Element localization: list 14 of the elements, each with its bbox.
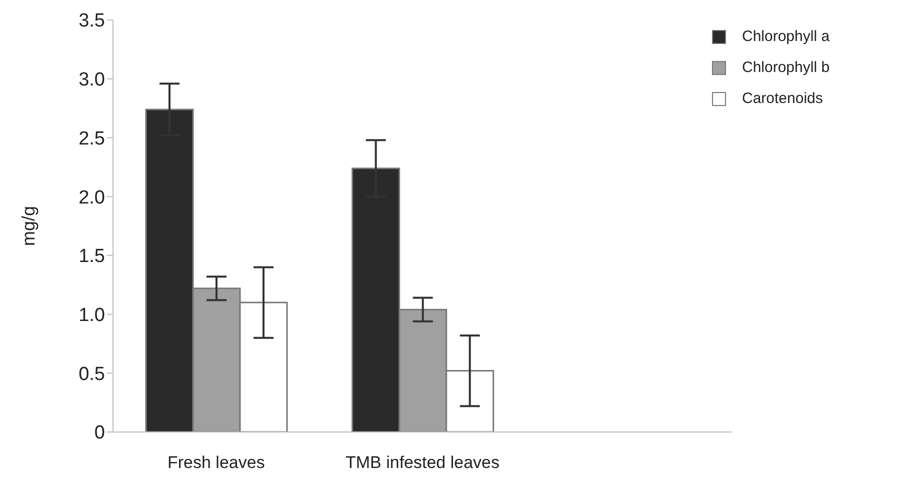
y-tick-label: 2.0 bbox=[78, 187, 105, 208]
y-tick-label: 2.5 bbox=[78, 128, 105, 150]
x-tick-label: Fresh leaves bbox=[168, 453, 265, 472]
y-tick-label: 3.5 bbox=[78, 10, 105, 32]
x-tick-label: TMB infested leaves bbox=[345, 453, 500, 472]
y-tick-label: 1.5 bbox=[78, 246, 105, 268]
legend-label: Chlorophyll a bbox=[742, 28, 830, 45]
y-tick-label: 0.5 bbox=[78, 364, 105, 385]
y-tick-label: 0 bbox=[94, 422, 105, 444]
legend-label: Chlorophyll b bbox=[742, 59, 830, 76]
y-tick-label: 3.0 bbox=[78, 70, 105, 91]
y-axis-title: mg/g bbox=[18, 206, 38, 246]
y-tick-label: 1.0 bbox=[78, 305, 105, 326]
legend-label: Carotenoids bbox=[742, 90, 823, 107]
